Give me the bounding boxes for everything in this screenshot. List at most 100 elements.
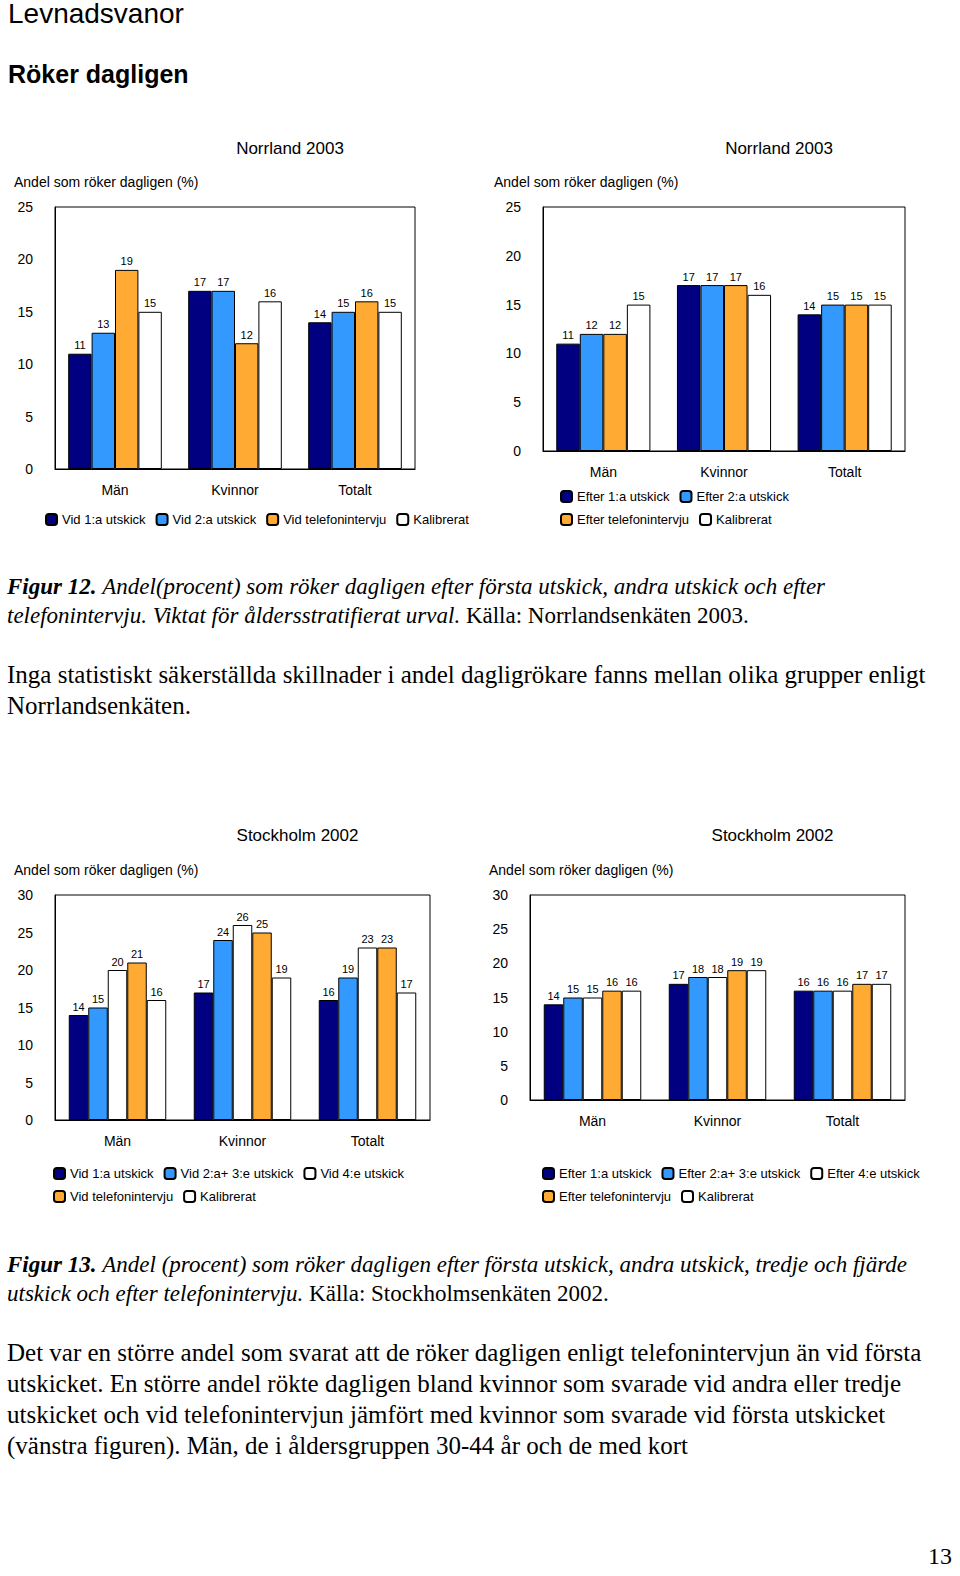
svg-text:Totalt: Totalt <box>828 464 862 480</box>
svg-text:12: 12 <box>585 319 597 331</box>
svg-text:16: 16 <box>753 280 765 292</box>
svg-text:15: 15 <box>144 297 156 309</box>
svg-text:16: 16 <box>797 976 809 988</box>
svg-text:19: 19 <box>750 956 762 968</box>
svg-text:15: 15 <box>633 290 645 302</box>
svg-text:23: 23 <box>361 933 373 945</box>
svg-text:Vid 1:a utskick: Vid 1:a utskick <box>70 1166 154 1181</box>
svg-text:14: 14 <box>314 308 326 320</box>
svg-text:25: 25 <box>17 199 33 215</box>
svg-text:Män: Män <box>101 482 128 498</box>
svg-text:Vid 1:a utskick: Vid 1:a utskick <box>62 512 146 527</box>
svg-text:20: 20 <box>17 962 33 978</box>
svg-text:19: 19 <box>275 963 287 975</box>
svg-text:15: 15 <box>567 983 579 995</box>
svg-text:15: 15 <box>17 304 33 320</box>
svg-text:15: 15 <box>874 290 886 302</box>
svg-text:Norrland 2003: Norrland 2003 <box>725 139 833 158</box>
svg-text:17: 17 <box>400 978 412 990</box>
svg-text:21: 21 <box>131 948 143 960</box>
svg-text:15: 15 <box>17 1000 33 1016</box>
svg-text:14: 14 <box>72 1001 84 1013</box>
svg-text:Män: Män <box>579 1113 606 1129</box>
svg-text:10: 10 <box>505 345 521 361</box>
svg-text:26: 26 <box>236 911 248 923</box>
svg-text:14: 14 <box>803 300 815 312</box>
svg-text:10: 10 <box>17 1037 33 1053</box>
svg-text:Efter 1:a utskick: Efter 1:a utskick <box>559 1166 652 1181</box>
svg-text:10: 10 <box>492 1024 508 1040</box>
svg-text:17: 17 <box>217 276 229 288</box>
svg-text:20: 20 <box>492 955 508 971</box>
svg-text:16: 16 <box>264 287 276 299</box>
svg-text:20: 20 <box>17 251 33 267</box>
svg-text:Andel som röker dagligen (%): Andel som röker dagligen (%) <box>494 174 678 190</box>
svg-text:25: 25 <box>505 199 521 215</box>
svg-text:Andel som röker dagligen (%): Andel som röker dagligen (%) <box>14 174 198 190</box>
svg-text:12: 12 <box>241 329 253 341</box>
svg-text:25: 25 <box>17 925 33 941</box>
svg-text:16: 16 <box>322 986 334 998</box>
svg-text:Efter telefonintervju: Efter telefonintervju <box>577 512 689 527</box>
svg-text:Stockholm 2002: Stockholm 2002 <box>237 826 359 845</box>
svg-text:18: 18 <box>711 963 723 975</box>
svg-text:Kvinnor: Kvinnor <box>211 482 259 498</box>
svg-text:Andel som röker dagligen (%): Andel som röker dagligen (%) <box>14 862 198 878</box>
svg-text:0: 0 <box>25 1112 33 1128</box>
svg-text:17: 17 <box>875 969 887 981</box>
svg-text:Totalt: Totalt <box>351 1133 385 1149</box>
svg-text:Efter 2:a utskick: Efter 2:a utskick <box>696 489 789 504</box>
svg-text:Efter 2:a+ 3:e utskick: Efter 2:a+ 3:e utskick <box>678 1166 800 1181</box>
svg-text:Andel som röker dagligen (%): Andel som röker dagligen (%) <box>489 862 673 878</box>
svg-text:24: 24 <box>217 926 229 938</box>
svg-text:Kalibrerat: Kalibrerat <box>698 1189 754 1204</box>
svg-text:Kalibrerat: Kalibrerat <box>200 1189 256 1204</box>
svg-text:Vid 2:a+ 3:e utskick: Vid 2:a+ 3:e utskick <box>181 1166 294 1181</box>
svg-text:Män: Män <box>590 464 617 480</box>
svg-text:16: 16 <box>606 976 618 988</box>
svg-text:Vid telefonintervju: Vid telefonintervju <box>70 1189 173 1204</box>
svg-text:16: 16 <box>150 986 162 998</box>
svg-text:30: 30 <box>492 887 508 903</box>
svg-text:0: 0 <box>500 1092 508 1108</box>
svg-text:15: 15 <box>92 993 104 1005</box>
svg-text:11: 11 <box>562 329 573 341</box>
svg-text:17: 17 <box>683 271 695 283</box>
svg-text:0: 0 <box>25 461 33 477</box>
svg-text:16: 16 <box>361 287 373 299</box>
svg-text:Efter 1:a utskick: Efter 1:a utskick <box>577 489 670 504</box>
svg-text:Kvinnor: Kvinnor <box>219 1133 267 1149</box>
svg-text:16: 16 <box>625 976 637 988</box>
svg-text:12: 12 <box>609 319 621 331</box>
svg-text:17: 17 <box>730 271 742 283</box>
svg-text:Män: Män <box>104 1133 131 1149</box>
svg-text:5: 5 <box>513 394 521 410</box>
svg-text:Vid 4:e utskick: Vid 4:e utskick <box>320 1166 404 1181</box>
svg-text:25: 25 <box>256 918 268 930</box>
svg-text:14: 14 <box>547 990 559 1002</box>
svg-text:Vid 2:a utskick: Vid 2:a utskick <box>173 512 257 527</box>
svg-text:20: 20 <box>505 248 521 264</box>
svg-text:5: 5 <box>500 1058 508 1074</box>
svg-text:16: 16 <box>817 976 829 988</box>
svg-text:20: 20 <box>111 956 123 968</box>
svg-text:17: 17 <box>197 978 209 990</box>
svg-text:Totalt: Totalt <box>826 1113 860 1129</box>
svg-text:Totalt: Totalt <box>338 482 372 498</box>
svg-text:Kalibrerat: Kalibrerat <box>413 512 469 527</box>
svg-text:Vid telefonintervju: Vid telefonintervju <box>283 512 386 527</box>
svg-text:Kvinnor: Kvinnor <box>694 1113 742 1129</box>
svg-text:25: 25 <box>492 921 508 937</box>
svg-text:16: 16 <box>836 976 848 988</box>
svg-text:Kalibrerat: Kalibrerat <box>716 512 772 527</box>
svg-text:19: 19 <box>342 963 354 975</box>
svg-text:Kvinnor: Kvinnor <box>700 464 748 480</box>
svg-text:30: 30 <box>17 887 33 903</box>
svg-text:15: 15 <box>827 290 839 302</box>
svg-text:11: 11 <box>74 339 85 351</box>
svg-text:15: 15 <box>850 290 862 302</box>
svg-text:15: 15 <box>337 297 349 309</box>
svg-text:19: 19 <box>731 956 743 968</box>
svg-text:13: 13 <box>97 318 109 330</box>
svg-text:Norrland 2003: Norrland 2003 <box>236 139 344 158</box>
